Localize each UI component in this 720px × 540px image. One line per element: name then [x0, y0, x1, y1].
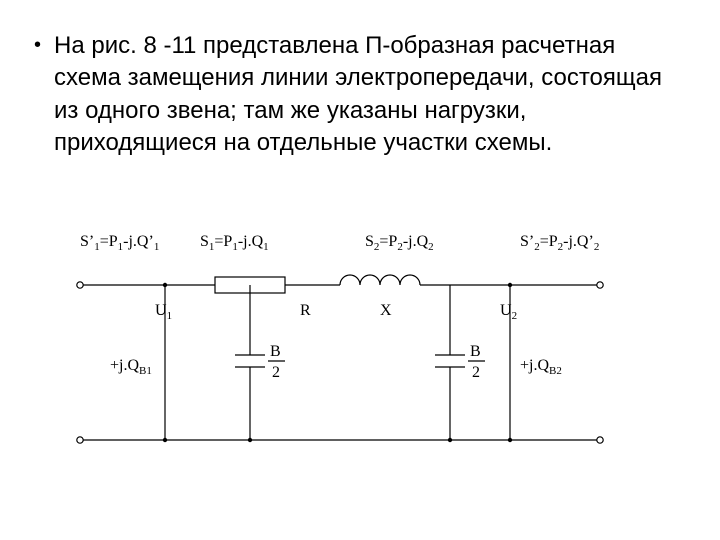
- inductor: [340, 275, 420, 285]
- circuit-diagram: S’1=P1-j.Q’1 S1=P1-j.Q1 S2=P2-j.Q2 S’2=P…: [60, 230, 660, 480]
- terminal-top-left: [77, 282, 83, 288]
- label-bover2-right-top: B: [470, 343, 481, 360]
- label-bover2-left-bot: 2: [272, 364, 280, 381]
- label-s2prime: S’2=P2-j.Q’2: [520, 233, 599, 253]
- bullet: •: [34, 34, 41, 57]
- label-s2: S2=P2-j.Q2: [365, 233, 434, 253]
- description-paragraph: На рис. 8 -11 представлена П-образная ра…: [54, 30, 664, 160]
- label-r: R: [300, 302, 311, 319]
- terminal-top-right: [597, 282, 603, 288]
- terminal-bottom-left: [77, 437, 83, 443]
- label-qb2: +j.QB2: [520, 357, 562, 377]
- label-s1prime: S’1=P1-j.Q’1: [80, 233, 159, 253]
- label-u2: U2: [500, 302, 517, 322]
- label-u1: U1: [155, 302, 172, 322]
- label-s1: S1=P1-j.Q1: [200, 233, 269, 253]
- label-bover2-right-bot: 2: [472, 364, 480, 381]
- label-qb1: +j.QB1: [110, 357, 152, 377]
- terminal-bottom-right: [597, 437, 603, 443]
- label-x: X: [380, 302, 392, 319]
- label-bover2-left-top: B: [270, 343, 281, 360]
